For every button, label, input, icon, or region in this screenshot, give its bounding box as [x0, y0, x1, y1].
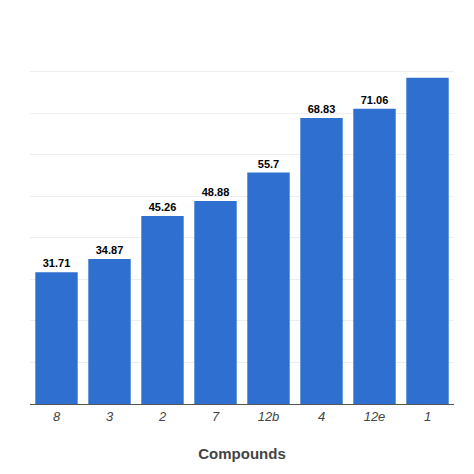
svg-text:2: 2 [158, 409, 167, 424]
svg-text:8: 8 [53, 409, 61, 424]
svg-text:7: 7 [212, 409, 220, 424]
svg-text:31.71: 31.71 [43, 257, 71, 269]
svg-text:45.26: 45.26 [149, 201, 177, 213]
svg-text:34.87: 34.87 [96, 244, 124, 256]
svg-text:4: 4 [318, 409, 325, 424]
svg-text:3: 3 [106, 409, 114, 424]
svg-text:55.7: 55.7 [258, 158, 279, 170]
svg-text:12b: 12b [258, 409, 280, 424]
svg-text:Compounds: Compounds [198, 445, 286, 462]
svg-text:1: 1 [424, 409, 431, 424]
svg-text:68.83: 68.83 [308, 103, 336, 115]
svg-text:71.06: 71.06 [361, 94, 389, 106]
svg-text:48.88: 48.88 [202, 186, 230, 198]
svg-text:12e: 12e [364, 409, 386, 424]
